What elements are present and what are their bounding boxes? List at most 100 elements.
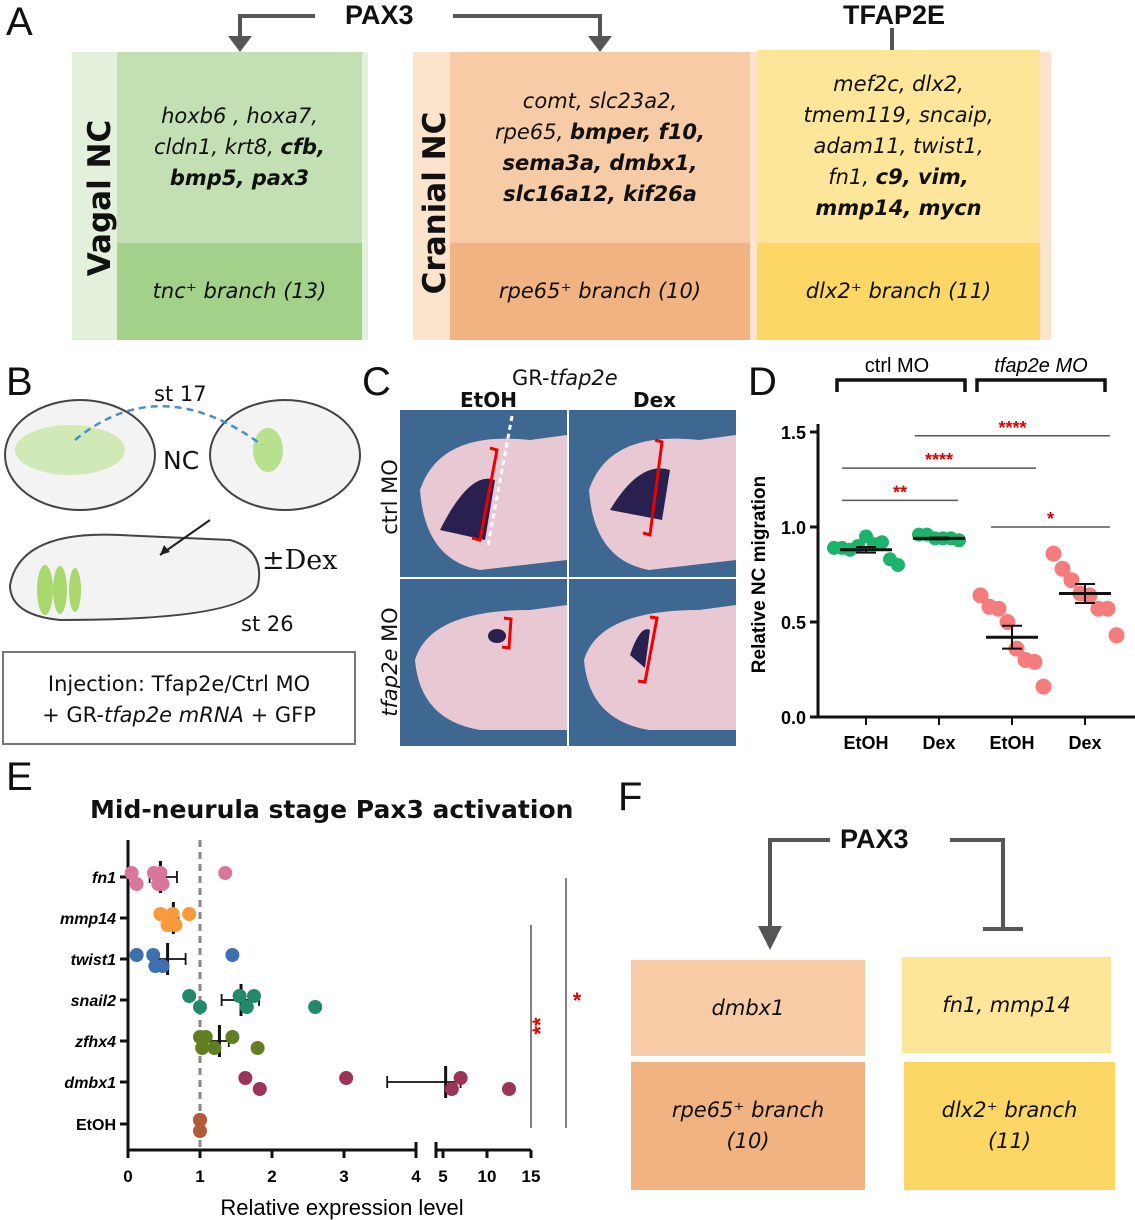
- y-tick-label: 0.5: [781, 613, 806, 633]
- x-tick-label: 5: [438, 1167, 447, 1186]
- x-tick-label: 0: [123, 1167, 132, 1186]
- x-tick-label: Dex: [1068, 733, 1101, 753]
- y-tick-label: EtOH: [76, 1117, 116, 1134]
- panel-c-title: GR-tfap2e: [512, 366, 618, 390]
- data-point: [225, 1030, 240, 1044]
- tfap2e-genes: mef2c, dlx2, tmem119, sncaip, adam11, twis…: [757, 50, 1040, 243]
- panel-label-d: D: [748, 360, 777, 404]
- data-point: [308, 1000, 323, 1014]
- y-tick-label: 1.0: [781, 518, 806, 538]
- data-point: [972, 587, 989, 604]
- y-tick-label: twist1: [71, 952, 116, 969]
- error-bar: [1075, 583, 1095, 604]
- data-point: [218, 866, 233, 880]
- significance-label: **: [893, 482, 907, 502]
- panel-label-e: E: [6, 755, 33, 799]
- pax3-label: PAX3: [345, 0, 414, 30]
- group-label-tfap2e: tfap2e MO: [994, 355, 1087, 377]
- significance-label: *: [1047, 509, 1054, 529]
- data-point: [207, 1041, 222, 1055]
- group-bracket: [835, 378, 967, 392]
- vagal-genes: hoxb6 , hoxa7, cldn1, krt8, cfb, bmp5, pax…: [117, 52, 362, 243]
- stage-26-label: st 26: [241, 612, 294, 636]
- embryo-schematic: [4, 399, 361, 622]
- x-tick-label: Dex: [922, 733, 955, 753]
- data-point: [168, 918, 183, 932]
- group-bracket: [975, 378, 1107, 392]
- data-point: [225, 948, 240, 962]
- chart-e: 0 1 2 3 4 5 10 15 Relative expression level fn1 mm…: [60, 840, 582, 1220]
- significance-label: *: [573, 988, 582, 1013]
- error-bar: [929, 536, 949, 541]
- dex-label: ±Dex: [262, 545, 338, 576]
- y-tick-label: mmp14: [60, 911, 116, 928]
- data-point: [502, 1082, 516, 1096]
- data-point: [238, 1071, 253, 1085]
- data-point: [146, 948, 161, 962]
- x-tick-label: 15: [522, 1167, 541, 1186]
- significance-label: ****: [998, 418, 1026, 438]
- data-point: [153, 866, 168, 880]
- data-point: [193, 1124, 207, 1138]
- cranial-genes: comt, slc23a2, rpe65, bmper, f10, sema3a, …: [450, 52, 750, 243]
- panel-f-arrows: [758, 838, 1023, 950]
- data-point: [193, 1113, 207, 1127]
- stage-17-label: st 17: [154, 382, 207, 406]
- data-point: [453, 1071, 468, 1085]
- tfap2e-label: TFAP2E: [843, 0, 946, 30]
- data-point: [129, 948, 144, 962]
- data-point: [1063, 572, 1080, 589]
- x-tick-label: 1: [195, 1167, 204, 1186]
- chart-e-title: Mid-neurula stage Pax3 activation: [90, 795, 574, 824]
- data-point: [999, 614, 1016, 630]
- data-point: [153, 907, 168, 921]
- injection-line-2: + GR-tfap2e mRNA + GFP: [42, 703, 316, 727]
- data-point: [1045, 545, 1062, 562]
- data-point: [1099, 600, 1116, 617]
- data-point: [124, 866, 139, 880]
- y-tick-label: 0.0: [781, 708, 806, 728]
- x-axis-label: Relative expression level: [220, 1195, 463, 1220]
- tnc-branch: tnc⁺ branch (13): [117, 243, 362, 340]
- data-point: [198, 1030, 213, 1044]
- cranial-nc-label: Cranial NC: [417, 111, 453, 295]
- panel-a-arrows: [228, 14, 903, 70]
- data-point: [891, 558, 905, 572]
- col-dex: Dex: [633, 388, 677, 412]
- panel-label-a: A: [6, 0, 33, 44]
- data-point: [239, 1000, 254, 1014]
- panel-label-b: B: [6, 360, 33, 404]
- data-point: [444, 1082, 459, 1096]
- y-tick-label: snail2: [71, 993, 116, 1010]
- data-point: [232, 989, 247, 1003]
- significance-label: ****: [925, 450, 953, 470]
- significance-label: **: [528, 1017, 553, 1035]
- f-rpe65-branch: rpe65⁺ branch (10): [631, 1062, 865, 1190]
- f-dmbx1-box: dmbx1: [631, 960, 865, 1056]
- row-tfap2e-mo: tfap2e MO: [378, 607, 402, 717]
- data-point: [1108, 627, 1125, 644]
- data-point: [155, 877, 170, 891]
- data-point: [250, 1041, 265, 1055]
- data-point: [339, 1071, 354, 1085]
- f-pax3-label: PAX3: [840, 824, 909, 854]
- chart-d: 0.0 0.5 1.0 1.5 EtOH Dex EtOH Dex Relative NC mi…: [749, 355, 1135, 753]
- f-dlx2-branch: dlx2⁺ branch (11): [904, 1062, 1115, 1190]
- x-tick-label: 10: [478, 1167, 497, 1186]
- data-point: [875, 535, 889, 550]
- injection-box: Injection: Tfap2e/Ctrl MO + GR-tfap2e mR…: [2, 651, 356, 745]
- x-tick-label: EtOH: [990, 733, 1035, 753]
- data-point: [952, 533, 966, 548]
- f-fn1-box: fn1, mmp14: [902, 957, 1111, 1053]
- data-point: [1026, 653, 1043, 670]
- data-point: [252, 1082, 267, 1096]
- dlx2-branch: dlx2⁺ branch (11): [757, 243, 1040, 340]
- x-tick-label: 4: [411, 1167, 421, 1186]
- panel-label-f: F: [618, 775, 643, 819]
- error-bar: [856, 545, 876, 554]
- group-label-ctrl: ctrl MO: [865, 355, 929, 377]
- data-point: [165, 907, 180, 921]
- x-tick-label: EtOH: [844, 733, 889, 753]
- data-point: [182, 907, 197, 921]
